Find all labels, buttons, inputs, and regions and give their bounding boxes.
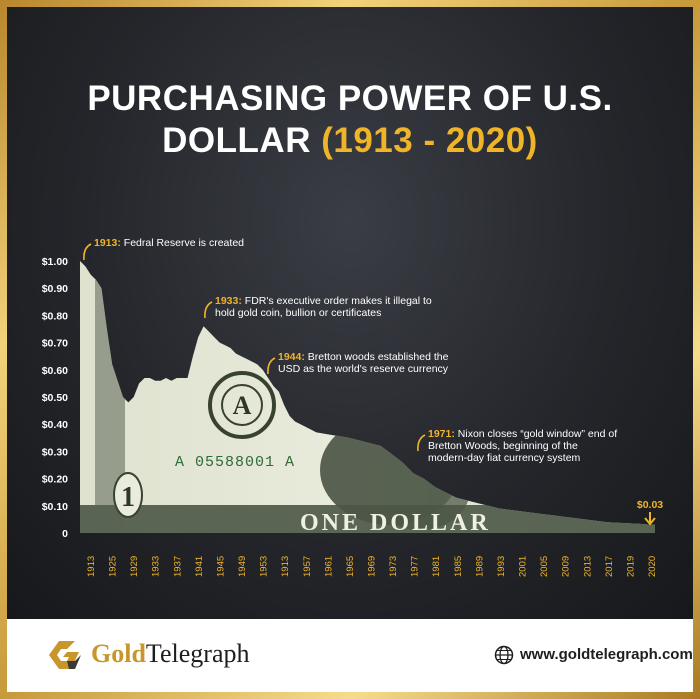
x-tick-label: 2009 bbox=[561, 556, 572, 577]
x-tick-label: 2017 bbox=[604, 556, 615, 577]
x-tick-label: 1933 bbox=[151, 556, 162, 577]
bill-seal-letter: A bbox=[233, 391, 252, 420]
annotation-pointer bbox=[267, 357, 276, 375]
x-tick-label: 1929 bbox=[129, 556, 140, 577]
x-tick-label: 1969 bbox=[367, 556, 378, 577]
title-line-1: PURCHASING POWER OF U.S. bbox=[87, 79, 613, 118]
y-tick-label: $0.30 bbox=[42, 446, 68, 458]
title-years: (1913 - 2020) bbox=[321, 121, 538, 160]
x-tick-label: 1965 bbox=[345, 556, 356, 577]
annotation-pointer bbox=[83, 243, 92, 261]
area-fill bbox=[80, 261, 655, 533]
page-title: PURCHASING POWER OF U.S. DOLLAR (1913 - … bbox=[0, 78, 700, 162]
brand-telegraph: Telegraph bbox=[145, 639, 250, 668]
annotation-text: USD as the world's reserve currency bbox=[278, 363, 449, 375]
bill-serial-number: A 05588001 A bbox=[175, 454, 295, 471]
x-tick-label: 2001 bbox=[518, 556, 529, 577]
end-value-label: $0.03 bbox=[637, 499, 663, 511]
x-tick-label: 1953 bbox=[259, 556, 270, 577]
globe-icon bbox=[494, 645, 514, 665]
bill-seal bbox=[208, 371, 276, 439]
end-value-marker: $0.03 bbox=[637, 499, 663, 526]
website-link[interactable]: www.goldtelegraph.com bbox=[520, 646, 693, 663]
x-tick-label: 2020 bbox=[647, 556, 658, 577]
y-tick-label: $0.60 bbox=[42, 365, 68, 377]
x-tick-label: 1945 bbox=[215, 556, 226, 577]
annotation: 1913: Fedral Reserve is created bbox=[83, 237, 244, 261]
title-line-2: DOLLAR (1913 - 2020) bbox=[0, 120, 700, 162]
x-tick-label: 1961 bbox=[323, 556, 334, 577]
annotation-pointer bbox=[204, 301, 213, 319]
x-tick-label: 2019 bbox=[625, 556, 636, 577]
annotation-text: 1944: Bretton woods established the bbox=[278, 351, 449, 363]
x-tick-label: 1957 bbox=[302, 556, 313, 577]
purchasing-power-chart: 0 $0.10 $0.20 $0.30 $0.40 $0.50 $0.60 $0.70 $0.8… bbox=[42, 237, 664, 577]
brand-gold: Gold bbox=[91, 639, 146, 668]
footer: GoldTelegraph www.goldtelegraph.com bbox=[7, 619, 693, 692]
x-tick-label: 1989 bbox=[474, 556, 485, 577]
y-tick-label: $0.10 bbox=[42, 501, 68, 513]
x-tick-label: 1949 bbox=[237, 556, 248, 577]
y-tick-label: $0.70 bbox=[42, 338, 68, 350]
title-dollar: DOLLAR bbox=[162, 121, 322, 160]
annotation: 1933: FDR's executive order makes it ill… bbox=[204, 295, 432, 319]
y-tick-label: $0.80 bbox=[42, 310, 68, 322]
annotation-text: 1971: Nixon closes “gold window” end of bbox=[428, 428, 617, 440]
y-tick-label: 0 bbox=[62, 528, 68, 540]
y-tick-label: $0.50 bbox=[42, 392, 68, 404]
x-axis: 1913 1925 1929 1933 1937 1941 1945 1949 1953 1913… bbox=[86, 556, 658, 577]
down-arrow-icon bbox=[644, 512, 656, 526]
annotations: 1913: Fedral Reserve is created 1933: FDR… bbox=[83, 237, 617, 464]
annotation-pointer bbox=[417, 434, 426, 452]
x-tick-label: 1925 bbox=[108, 556, 119, 577]
annotation-text: modern-day fiat currency system bbox=[428, 452, 581, 464]
annotation: 1971: Nixon closes “gold window” end ofB… bbox=[417, 428, 617, 464]
bill-seal-inner bbox=[221, 384, 263, 426]
y-tick-label: $0.20 bbox=[42, 474, 68, 486]
x-tick-label: 1937 bbox=[172, 556, 183, 577]
x-tick-label: 1977 bbox=[410, 556, 421, 577]
annotation-text: Bretton Woods, beginning of the bbox=[428, 440, 578, 452]
y-tick-label: $0.90 bbox=[42, 283, 68, 295]
goldtelegraph-logo-icon bbox=[49, 641, 81, 669]
x-tick-label: 1941 bbox=[194, 556, 205, 577]
x-tick-label: 1981 bbox=[431, 556, 442, 577]
x-tick-label: 1913 bbox=[280, 556, 291, 577]
y-axis: 0 $0.10 $0.20 $0.30 $0.40 $0.50 $0.60 $0.70 $0.8… bbox=[42, 256, 68, 540]
y-tick-label: $0.40 bbox=[42, 419, 68, 431]
x-tick-label: 2013 bbox=[582, 556, 593, 577]
x-tick-label: 1985 bbox=[453, 556, 464, 577]
x-tick-label: 2005 bbox=[539, 556, 550, 577]
x-tick-label: 1913 bbox=[86, 556, 97, 577]
bill-numeral: 1 bbox=[121, 482, 135, 513]
bill-one-dollar: ONE DOLLAR bbox=[300, 510, 491, 536]
annotation-text: hold gold coin, bullion or certificates bbox=[215, 307, 381, 319]
bill-numeral-oval bbox=[113, 472, 143, 518]
y-tick-label: $1.00 bbox=[42, 256, 68, 268]
x-tick-label: 1993 bbox=[496, 556, 507, 577]
annotation-text: 1913: Fedral Reserve is created bbox=[94, 237, 244, 249]
annotation-text: 1933: FDR's executive order makes it ill… bbox=[215, 295, 432, 307]
brand-name: GoldTelegraph bbox=[91, 638, 250, 670]
x-tick-label: 1973 bbox=[388, 556, 399, 577]
